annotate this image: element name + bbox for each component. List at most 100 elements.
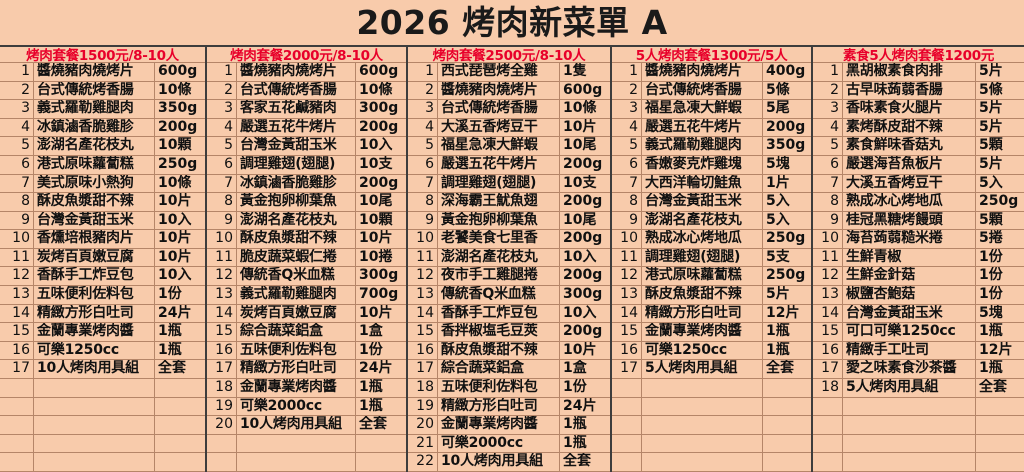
table-row-empty <box>612 434 811 454</box>
table-row: 8 黃金抱卵柳葉魚 10尾 <box>207 193 406 212</box>
item-quantity: 全套 <box>158 360 186 377</box>
item-name: 酥皮魚漿甜不辣 <box>237 230 356 248</box>
item-name <box>34 379 155 397</box>
table-row: 6 嚴選五花牛烤片 200g <box>408 155 610 175</box>
item-number <box>0 453 34 471</box>
item-quantity: 12片 <box>979 341 1013 358</box>
item-number: 17 <box>0 360 34 379</box>
item-quantity: 5支 <box>766 248 790 265</box>
item-number: 18 <box>813 379 843 397</box>
item-number: 13 <box>612 286 642 304</box>
item-number: 9 <box>207 211 237 230</box>
item-number: 16 <box>0 341 34 360</box>
item-name: 五味便利佐料包 <box>34 286 155 304</box>
item-name: 綜合蔬菜鋁盒 <box>438 360 560 379</box>
item-name: 台灣金黃甜玉米 <box>237 137 356 155</box>
item-quantity: 350g <box>158 100 198 117</box>
item-name: 黃金抱卵柳葉魚 <box>237 193 356 211</box>
item-name: 10人烤肉用具組 <box>438 453 560 471</box>
item-name <box>642 416 763 434</box>
item-number: 13 <box>408 286 438 304</box>
item-quantity <box>155 416 205 434</box>
table-row: 7 美式原味小熱狗 10條 <box>0 174 205 194</box>
table-row: 15 綜合蔬菜鋁盒 1盒 <box>207 323 406 342</box>
item-number: 7 <box>813 174 843 193</box>
item-quantity: 5捲 <box>979 230 1003 247</box>
item-quantity: 1片 <box>766 174 790 191</box>
item-name: 澎湖名產花枝丸 <box>34 137 155 155</box>
item-quantity: 1份 <box>158 286 182 303</box>
item-quantity: 1份 <box>359 341 383 358</box>
package-header: 烤肉套餐2000元/8-10人 <box>207 47 406 63</box>
item-number: 1 <box>813 62 843 81</box>
item-name <box>34 416 155 434</box>
package-item-list: 1 醬燒豬肉燒烤片 400g 2 台式傳統烤香腸 5條 3 福星急凍大鮮蝦 5尾 4 嚴選五花牛烤片… <box>612 62 811 472</box>
table-row-empty <box>0 397 205 417</box>
table-row: 7 冰鎮滷香脆雞胗 200g <box>207 174 406 194</box>
item-quantity: 10尾 <box>563 137 597 154</box>
item-quantity: 600g <box>359 62 399 79</box>
item-quantity: 5條 <box>979 81 1003 98</box>
item-quantity <box>356 453 406 471</box>
item-quantity: 250g <box>979 193 1019 210</box>
item-quantity: 10條 <box>563 100 597 117</box>
item-name <box>642 434 763 453</box>
item-number: 10 <box>612 230 642 248</box>
item-name: 調理雞翅(翅腿) <box>438 174 560 193</box>
item-name: 炭烤百頁嫩豆腐 <box>237 304 356 323</box>
item-name: 黃金抱卵柳葉魚 <box>438 211 560 230</box>
item-name: 醬燒豬肉燒烤片 <box>34 62 155 81</box>
item-quantity: 250g <box>158 155 198 172</box>
item-name: 醬燒豬肉燒烤片 <box>237 62 356 81</box>
table-row: 14 精緻方形白吐司 12片 <box>612 304 811 324</box>
item-number: 11 <box>408 248 438 267</box>
package-column-3: 烤肉套餐2500元/8-10人 1 西式琵琶烤全雞 1隻 2 醬燒豬肉燒烤片 600g 3 台式… <box>408 47 612 472</box>
package-column-4: 5人烤肉套餐1300元/5人 1 醬燒豬肉燒烤片 400g 2 台式傳統烤香腸 5條 3 福星急… <box>612 47 813 472</box>
item-quantity <box>976 398 1024 416</box>
table-row: 4 冰鎮滷香脆雞胗 200g <box>0 118 205 138</box>
table-row: 1 黑胡椒素食肉排 5片 <box>813 62 1024 82</box>
table-row-empty <box>813 453 1024 472</box>
item-number: 9 <box>612 211 642 230</box>
item-quantity: 10支 <box>563 174 597 191</box>
table-row: 16 酥皮魚漿甜不辣 10片 <box>408 341 610 361</box>
item-name <box>34 453 155 471</box>
item-number: 15 <box>0 323 34 341</box>
item-number: 8 <box>612 193 642 211</box>
item-quantity: 5片 <box>979 100 1003 117</box>
item-number: 12 <box>813 267 843 286</box>
item-quantity: 1瓶 <box>979 323 1003 340</box>
table-row: 10 熟成冰心烤地瓜 250g <box>612 230 811 249</box>
item-name: 福星急凍大鮮蝦 <box>438 137 560 155</box>
item-quantity <box>356 435 406 453</box>
item-number: 12 <box>408 267 438 286</box>
item-number: 12 <box>0 267 34 286</box>
table-row: 7 調理雞翅(翅腿) 10支 <box>408 174 610 194</box>
item-number: 14 <box>207 304 237 323</box>
item-quantity: 5片 <box>979 118 1003 135</box>
item-number: 14 <box>612 304 642 323</box>
item-name: 炭烤百頁嫩豆腐 <box>34 248 155 267</box>
table-row: 9 黃金抱卵柳葉魚 10尾 <box>408 211 610 231</box>
item-number: 5 <box>612 137 642 155</box>
menu-grid: 烤肉套餐1500元/8-10人 1 醬燒豬肉燒烤片 600g 2 台式傳統烤香腸 10條 3 義… <box>0 45 1024 472</box>
table-row: 1 醬燒豬肉燒烤片 600g <box>0 62 205 82</box>
item-number: 3 <box>813 100 843 118</box>
item-quantity: 300g <box>563 286 603 303</box>
item-quantity: 10片 <box>158 193 192 210</box>
table-row: 8 深海霸王魷魚翅 200g <box>408 193 610 212</box>
table-row: 11 調理雞翅(翅腿) 5支 <box>612 248 811 268</box>
table-row: 8 酥皮魚漿甜不辣 10片 <box>0 193 205 212</box>
item-quantity <box>976 435 1024 453</box>
item-quantity: 1份 <box>979 286 1003 303</box>
table-row: 9 澎湖名產花枝丸 5入 <box>612 211 811 231</box>
item-number: 7 <box>207 174 237 193</box>
table-row: 8 台灣金黃甜玉米 5入 <box>612 193 811 212</box>
item-quantity: 1瓶 <box>563 434 587 451</box>
item-name: 熟成冰心烤地瓜 <box>843 193 976 211</box>
item-number: 10 <box>813 230 843 248</box>
item-number: 1 <box>612 62 642 81</box>
item-number: 7 <box>612 174 642 193</box>
item-quantity: 10支 <box>359 155 393 172</box>
item-name: 嚴選五花牛烤片 <box>438 155 560 174</box>
